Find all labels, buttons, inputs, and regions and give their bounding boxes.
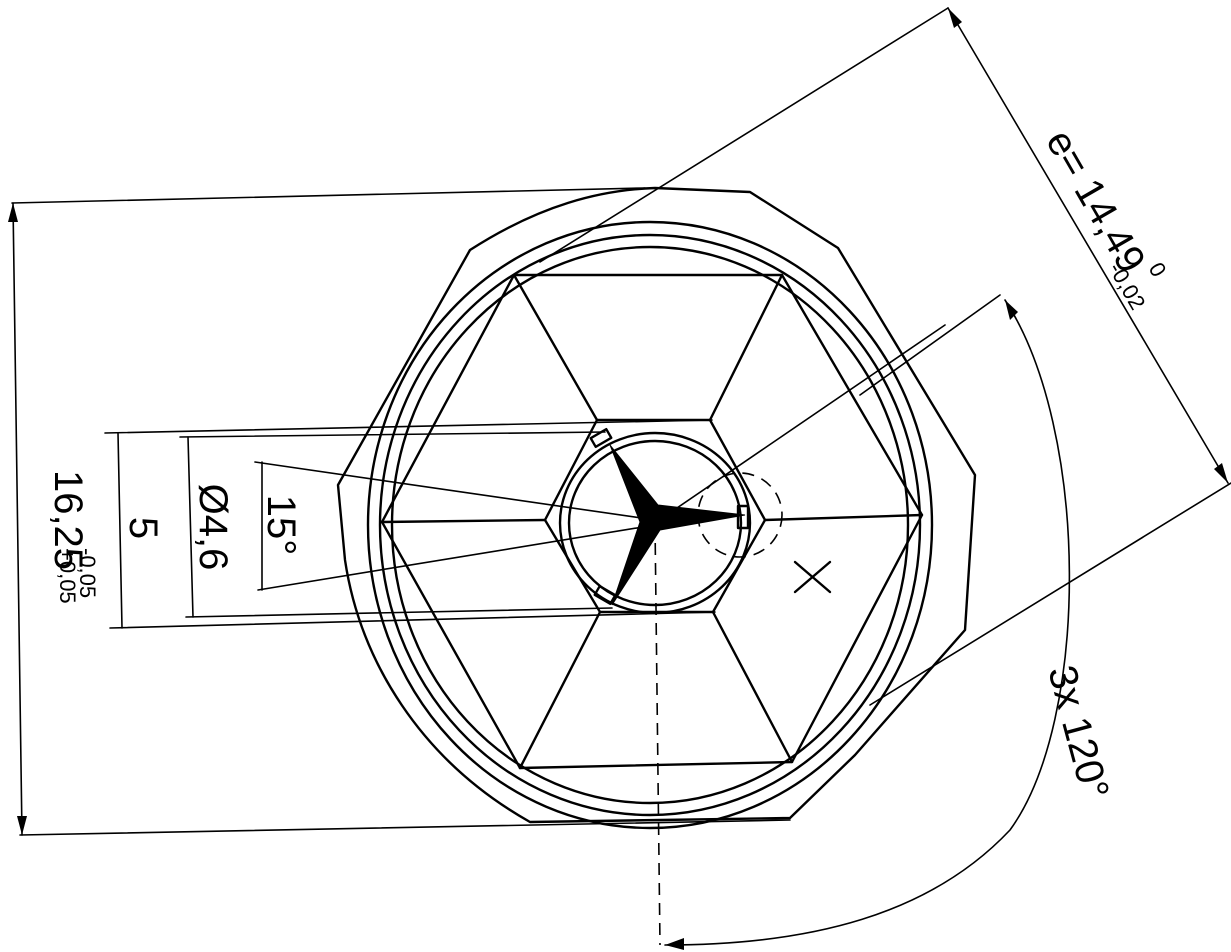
star-center — [609, 444, 746, 606]
outer-rings — [366, 220, 934, 830]
width-dimension — [104, 419, 716, 629]
across-corners-tol-lower-label: -0,02 — [1104, 258, 1151, 314]
hexagon-spokes — [380, 273, 924, 770]
height-dimension — [8, 187, 791, 836]
marker-x — [793, 560, 832, 594]
width-value-label: 5 — [121, 517, 165, 539]
outer-body-outline — [336, 186, 977, 824]
construction-lines — [654, 324, 946, 946]
diameter-label: Ø4,6 — [191, 484, 235, 571]
across-corners-dimension — [539, 7, 1231, 706]
angle-label: 15° — [259, 495, 303, 556]
repeat-angle-arc — [664, 294, 1071, 950]
diameter-dimension — [179, 431, 613, 618]
height-tol-upper-label: +0,05 — [55, 548, 80, 604]
angle-dimension — [254, 461, 656, 591]
marker-label: X — [0, 0, 1, 1]
height-tol-lower-label: -0,05 — [75, 548, 100, 598]
height-value-label: 16,25 — [46, 470, 90, 570]
